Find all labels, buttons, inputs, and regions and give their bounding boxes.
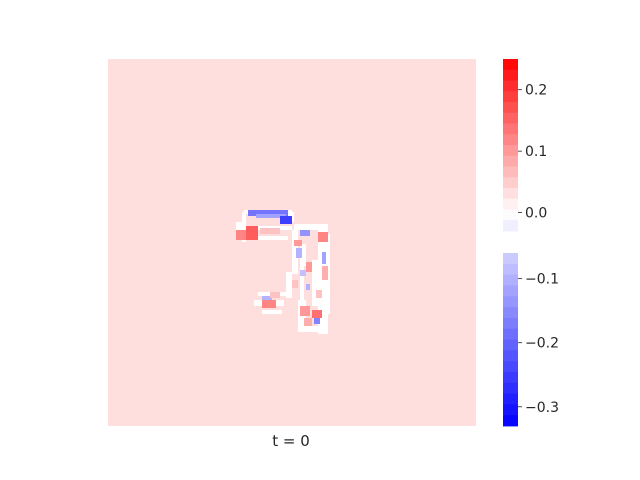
heatmap-positive-cell — [306, 262, 312, 272]
heatmap-negative-cell — [262, 296, 272, 300]
colorbar-lower: −0.1 −0.2 −0.3 — [503, 253, 559, 427]
colorbar-lower-level — [503, 253, 518, 265]
heatmap-outline — [286, 272, 292, 298]
heatmap-positive-cell — [322, 266, 328, 280]
colorbar-upper-level — [503, 59, 518, 71]
colorbar-lower-level — [503, 296, 518, 308]
colorbar-upper-level — [503, 198, 518, 210]
heatmap-positive-cell — [262, 300, 276, 308]
x-axis-label: t = 0 — [272, 432, 310, 450]
heatmap-negative-cell — [300, 270, 306, 276]
heatmap-positive-cell — [270, 292, 280, 298]
heatmap-positive-cell — [236, 230, 246, 240]
colorbar-lower-tick-label: −0.1 — [525, 272, 559, 288]
colorbar-upper-level — [503, 134, 518, 146]
colorbar-lower-level — [503, 307, 518, 319]
heatmap-positive-cell — [246, 226, 258, 240]
colorbar-upper-level — [503, 91, 518, 103]
heatmap-negative-cell — [248, 210, 288, 216]
heatmap-positive-cell — [304, 318, 312, 326]
colorbar-lower-level — [503, 371, 518, 384]
colorbar-lower-level — [503, 317, 518, 330]
colorbar-upper-level — [503, 188, 518, 200]
heatmap-outline — [300, 244, 306, 266]
heatmap-negative-cell — [306, 284, 310, 290]
colorbar-upper-level — [503, 166, 518, 178]
heatmap-negative-cell — [314, 318, 320, 324]
heatmap-outline — [300, 266, 304, 306]
colorbar-upper-level — [503, 145, 518, 157]
heatmap-outline — [294, 224, 328, 230]
heatmap-positive-cell — [260, 228, 280, 234]
colorbar-lower-level — [503, 415, 518, 427]
colorbar-lower-level — [503, 404, 518, 416]
heatmap-positive-cell — [316, 290, 322, 298]
heatmap-negative-cell — [296, 248, 302, 258]
colorbar-upper-tick-label: 0.2 — [525, 83, 547, 99]
colorbar-lower-tick-label: −0.3 — [525, 400, 559, 416]
colorbar-upper-level — [503, 155, 518, 167]
colorbar-lower-level — [503, 361, 518, 373]
heatmap-outline — [312, 260, 318, 306]
heatmap-outline — [236, 222, 246, 230]
colorbar-lower-level — [503, 382, 518, 394]
heatmap-outline — [256, 236, 288, 240]
heatmap-positive-cell — [294, 240, 302, 246]
colorbar-lower-level — [503, 285, 518, 297]
heatmap-outline — [292, 230, 298, 274]
colorbar-upper-level — [503, 220, 518, 232]
heatmap-positive-cell — [318, 232, 328, 242]
heatmap-positive-cell — [300, 306, 310, 316]
colorbar-upper-level — [503, 209, 518, 221]
heatmap-negative-cell — [300, 230, 310, 236]
heatmap-outline — [304, 326, 328, 332]
heatmap-negative-cell — [280, 216, 292, 224]
colorbar-lower-level — [503, 350, 518, 362]
colorbar-lower-level — [503, 393, 518, 405]
heatmap-positive-cell — [312, 310, 322, 318]
colorbar-lower-level — [503, 274, 518, 286]
colorbar-upper-level — [503, 69, 518, 81]
colorbar-upper: 0.2 0.1 0.0 — [503, 59, 547, 232]
heatmap-panel — [108, 59, 476, 426]
colorbar-lower-level — [503, 263, 518, 276]
heatmap-negative-cell — [256, 214, 286, 218]
colorbar-upper-level — [503, 123, 518, 135]
colorbar-lower-level — [503, 328, 518, 340]
colorbar-lower-tick-label: −0.2 — [525, 336, 559, 352]
colorbar-upper-tick-label: 0.1 — [525, 144, 547, 160]
heatmap-outline — [262, 310, 282, 314]
heatmap-positive-cell — [292, 280, 298, 288]
colorbar-upper-tick-label: 0.0 — [525, 206, 547, 222]
heatmap-negative-cell — [322, 252, 326, 264]
colorbar-upper-level — [503, 80, 518, 92]
colorbar-upper-level — [503, 102, 518, 114]
heatmap-cells — [236, 210, 330, 334]
colorbar-lower-level — [503, 339, 518, 351]
colorbar-upper-level — [503, 112, 518, 124]
colorbar-upper-level — [503, 177, 518, 189]
